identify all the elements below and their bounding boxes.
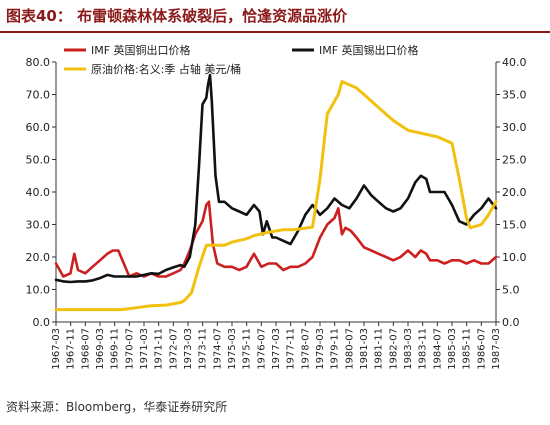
series-line <box>54 73 498 284</box>
x-tick-label: 1970-07 <box>124 328 135 370</box>
right-tick-label: 25.0 <box>502 154 527 167</box>
x-tick-label: 1971-11 <box>154 328 165 370</box>
right-tick-label: 5.0 <box>502 284 520 297</box>
legend-label: IMF 英国锡出口价格 <box>319 43 419 57</box>
x-tick-label: 1968-07 <box>80 328 91 370</box>
legend-label: IMF 英国铜出口价格 <box>91 43 191 57</box>
x-tick-label: 1967-11 <box>66 328 77 370</box>
x-tick-label: 1981-11 <box>374 328 385 370</box>
legend-label: 原油价格:名义:季 占轴 美元/桶 <box>91 62 241 76</box>
x-tick-label: 1980-07 <box>344 328 355 370</box>
x-tick-label: 1981-03 <box>359 328 370 370</box>
left-tick-label: 30.0 <box>26 219 51 232</box>
x-tick-label: 1985-03 <box>447 328 458 370</box>
right-tick-label: 30.0 <box>502 121 527 134</box>
left-tick-label: 80.0 <box>26 56 51 69</box>
chart-series <box>54 73 498 312</box>
chart-axes: 0.0 10.0 20.0 30.0 40.0 50.0 60.0 70.0 80.0 0.0 5.… <box>26 56 527 370</box>
x-tick-label: 1975-11 <box>242 328 253 370</box>
series-line <box>54 80 498 312</box>
x-tick-label: 1967-03 <box>51 328 62 370</box>
x-tick-label: 1983-03 <box>403 328 414 370</box>
x-tick-label: 1983-11 <box>418 328 429 370</box>
x-tick-label: 1975-03 <box>227 328 238 370</box>
left-tick-label: 10.0 <box>26 284 51 297</box>
x-tick-label: 1985-11 <box>462 328 473 370</box>
x-tick-label: 1976-07 <box>256 328 267 370</box>
x-tick-label: 1984-07 <box>432 328 443 370</box>
title-bar: 图表40： 布雷顿森林体系破裂后，恰逢资源品涨价 <box>0 0 550 33</box>
x-tick-label: 1969-03 <box>95 328 106 370</box>
x-tick-label: 1973-03 <box>183 328 194 370</box>
x-tick-label: 1969-11 <box>110 328 121 370</box>
left-tick-label: 70.0 <box>26 89 51 102</box>
chart-title: 图表40： 布雷顿森林体系破裂后，恰逢资源品涨价 <box>6 7 348 25</box>
right-tick-label: 0.0 <box>502 316 520 329</box>
left-tick-label: 50.0 <box>26 154 51 167</box>
right-tick-label: 20.0 <box>502 186 527 199</box>
left-tick-label: 40.0 <box>26 186 51 199</box>
x-tick-label: 1979-11 <box>330 328 341 370</box>
x-tick-label: 1977-03 <box>271 328 282 370</box>
x-tick-label: 1973-11 <box>198 328 209 370</box>
source-note: 资料来源：Bloomberg，华泰证券研究所 <box>6 400 228 414</box>
x-tick-label: 1972-07 <box>168 328 179 370</box>
x-tick-label: 1979-03 <box>315 328 326 370</box>
right-tick-label: 35.0 <box>502 89 527 102</box>
x-tick-label: 1974-07 <box>212 328 223 370</box>
x-tick-label: 1978-07 <box>300 328 311 370</box>
x-tick-label: 1971-03 <box>139 328 150 370</box>
left-tick-label: 60.0 <box>26 121 51 134</box>
x-tick-label: 1982-07 <box>388 328 399 370</box>
title-divider <box>0 31 550 33</box>
x-tick-label: 1986-07 <box>476 328 487 370</box>
line-chart: 0.0 10.0 20.0 30.0 40.0 50.0 60.0 70.0 80.0 0.0 5.… <box>26 43 527 370</box>
right-tick-label: 10.0 <box>502 251 527 264</box>
left-tick-label: 0.0 <box>33 316 51 329</box>
series-line <box>54 200 498 278</box>
x-tick-label: 1977-11 <box>286 328 297 370</box>
left-tick-label: 20.0 <box>26 251 51 264</box>
x-tick-label: 1987-03 <box>491 328 502 370</box>
right-tick-label: 40.0 <box>502 56 527 69</box>
right-tick-label: 15.0 <box>502 219 527 232</box>
